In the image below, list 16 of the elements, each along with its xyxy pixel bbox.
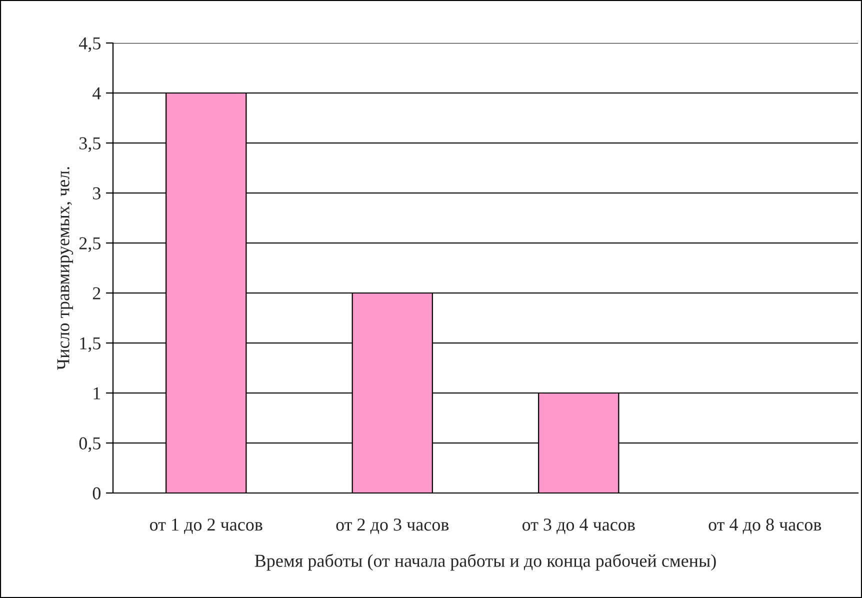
x-tick-label: от 2 до 3 часов [336,518,449,534]
y-tick-label: 3,5 [79,137,100,152]
x-axis-title: Время работы (от начала работы и до конца рабочей смены) [254,554,716,571]
y-axis-title: Число травмируемых, чел. [57,167,74,370]
y-tick-label: 1,5 [80,337,100,352]
y-tick-label: 4 [92,87,101,100]
y-tick-label: 1 [94,387,100,400]
x-tick-label: от 4 до 8 часов [708,518,822,534]
y-tick-label: 4,5 [78,37,100,52]
y-tick-label: 0 [92,487,101,500]
x-tick-label: от 1 до 2 часов [150,518,262,534]
x-tick-label: от 3 до 4 часов [522,518,635,534]
y-tick-label: 2 [92,287,100,300]
y-tick-label: 0,5 [79,437,100,452]
y-tick-label: 2,5 [79,237,100,252]
y-tick-label: 3 [93,187,100,200]
